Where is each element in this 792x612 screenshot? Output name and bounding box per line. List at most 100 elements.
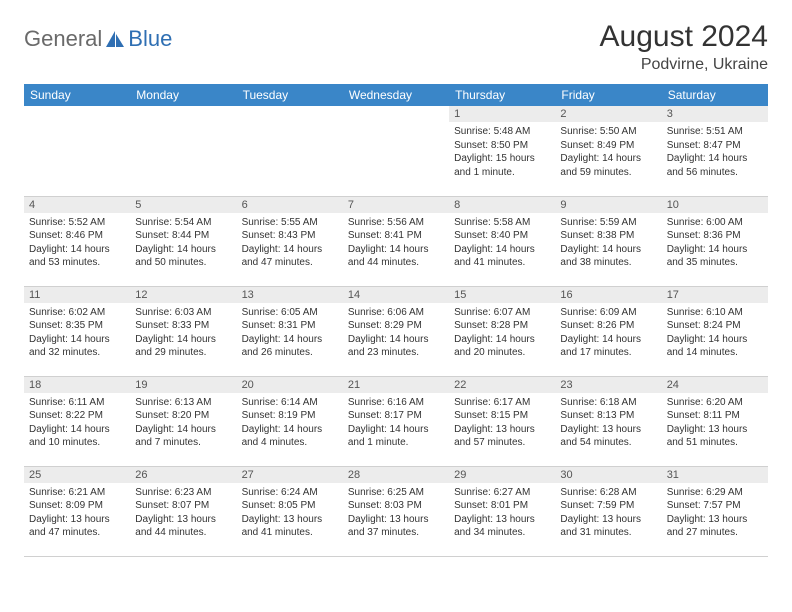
day-info: Sunrise: 6:24 AMSunset: 8:05 PMDaylight:… xyxy=(237,483,343,544)
day-number: 2 xyxy=(555,106,661,122)
page-title: August 2024 xyxy=(600,20,768,54)
day-info: Sunrise: 5:54 AMSunset: 8:44 PMDaylight:… xyxy=(130,213,236,274)
day-info: Sunrise: 5:56 AMSunset: 8:41 PMDaylight:… xyxy=(343,213,449,274)
calendar-cell: 7Sunrise: 5:56 AMSunset: 8:41 PMDaylight… xyxy=(343,196,449,286)
day-number: 10 xyxy=(662,197,768,213)
calendar-cell: 6Sunrise: 5:55 AMSunset: 8:43 PMDaylight… xyxy=(237,196,343,286)
day-info: Sunrise: 6:10 AMSunset: 8:24 PMDaylight:… xyxy=(662,303,768,364)
day-number: 22 xyxy=(449,377,555,393)
day-info: Sunrise: 6:14 AMSunset: 8:19 PMDaylight:… xyxy=(237,393,343,454)
brand-part1: General xyxy=(24,26,102,52)
day-number: 15 xyxy=(449,287,555,303)
day-info: Sunrise: 6:00 AMSunset: 8:36 PMDaylight:… xyxy=(662,213,768,274)
weekday-header: Thursday xyxy=(449,84,555,106)
day-number: 9 xyxy=(555,197,661,213)
day-number: 27 xyxy=(237,467,343,483)
calendar-week-row: 11Sunrise: 6:02 AMSunset: 8:35 PMDayligh… xyxy=(24,286,768,376)
calendar-cell: 2Sunrise: 5:50 AMSunset: 8:49 PMDaylight… xyxy=(555,106,661,196)
calendar-cell: 18Sunrise: 6:11 AMSunset: 8:22 PMDayligh… xyxy=(24,376,130,466)
day-number: 8 xyxy=(449,197,555,213)
day-info: Sunrise: 5:51 AMSunset: 8:47 PMDaylight:… xyxy=(662,122,768,183)
day-info: Sunrise: 6:20 AMSunset: 8:11 PMDaylight:… xyxy=(662,393,768,454)
weekday-header: Wednesday xyxy=(343,84,449,106)
calendar-week-row: 1Sunrise: 5:48 AMSunset: 8:50 PMDaylight… xyxy=(24,106,768,196)
calendar-cell: 24Sunrise: 6:20 AMSunset: 8:11 PMDayligh… xyxy=(662,376,768,466)
day-number: 12 xyxy=(130,287,236,303)
location: Podvirne, Ukraine xyxy=(600,56,768,74)
day-number: 25 xyxy=(24,467,130,483)
day-info: Sunrise: 6:05 AMSunset: 8:31 PMDaylight:… xyxy=(237,303,343,364)
day-number: 4 xyxy=(24,197,130,213)
weekday-header: Sunday xyxy=(24,84,130,106)
calendar-cell: 9Sunrise: 5:59 AMSunset: 8:38 PMDaylight… xyxy=(555,196,661,286)
day-number: 16 xyxy=(555,287,661,303)
calendar-cell: 3Sunrise: 5:51 AMSunset: 8:47 PMDaylight… xyxy=(662,106,768,196)
day-number: 24 xyxy=(662,377,768,393)
calendar-cell: 14Sunrise: 6:06 AMSunset: 8:29 PMDayligh… xyxy=(343,286,449,376)
day-number: 30 xyxy=(555,467,661,483)
header: General Blue August 2024 Podvirne, Ukrai… xyxy=(24,20,768,74)
weekday-header-row: SundayMondayTuesdayWednesdayThursdayFrid… xyxy=(24,84,768,106)
calendar-cell: 25Sunrise: 6:21 AMSunset: 8:09 PMDayligh… xyxy=(24,466,130,556)
calendar-cell: 5Sunrise: 5:54 AMSunset: 8:44 PMDaylight… xyxy=(130,196,236,286)
day-info: Sunrise: 5:50 AMSunset: 8:49 PMDaylight:… xyxy=(555,122,661,183)
brand-part2: Blue xyxy=(128,26,172,52)
day-info: Sunrise: 6:29 AMSunset: 7:57 PMDaylight:… xyxy=(662,483,768,544)
day-number: 14 xyxy=(343,287,449,303)
weekday-header: Saturday xyxy=(662,84,768,106)
day-info: Sunrise: 5:55 AMSunset: 8:43 PMDaylight:… xyxy=(237,213,343,274)
day-info: Sunrise: 6:28 AMSunset: 7:59 PMDaylight:… xyxy=(555,483,661,544)
calendar-cell: 8Sunrise: 5:58 AMSunset: 8:40 PMDaylight… xyxy=(449,196,555,286)
calendar-cell: 26Sunrise: 6:23 AMSunset: 8:07 PMDayligh… xyxy=(130,466,236,556)
day-info: Sunrise: 6:11 AMSunset: 8:22 PMDaylight:… xyxy=(24,393,130,454)
day-info: Sunrise: 6:16 AMSunset: 8:17 PMDaylight:… xyxy=(343,393,449,454)
weekday-header: Friday xyxy=(555,84,661,106)
day-number: 3 xyxy=(662,106,768,122)
calendar-cell: 21Sunrise: 6:16 AMSunset: 8:17 PMDayligh… xyxy=(343,376,449,466)
day-info: Sunrise: 6:25 AMSunset: 8:03 PMDaylight:… xyxy=(343,483,449,544)
calendar-table: SundayMondayTuesdayWednesdayThursdayFrid… xyxy=(24,84,768,557)
calendar-cell: 23Sunrise: 6:18 AMSunset: 8:13 PMDayligh… xyxy=(555,376,661,466)
calendar-cell xyxy=(130,106,236,196)
day-info: Sunrise: 6:17 AMSunset: 8:15 PMDaylight:… xyxy=(449,393,555,454)
day-number: 6 xyxy=(237,197,343,213)
brand-logo: General Blue xyxy=(24,26,172,52)
day-number: 1 xyxy=(449,106,555,122)
calendar-cell: 19Sunrise: 6:13 AMSunset: 8:20 PMDayligh… xyxy=(130,376,236,466)
calendar-cell: 13Sunrise: 6:05 AMSunset: 8:31 PMDayligh… xyxy=(237,286,343,376)
day-number: 18 xyxy=(24,377,130,393)
calendar-week-row: 25Sunrise: 6:21 AMSunset: 8:09 PMDayligh… xyxy=(24,466,768,556)
day-info: Sunrise: 5:59 AMSunset: 8:38 PMDaylight:… xyxy=(555,213,661,274)
calendar-cell: 29Sunrise: 6:27 AMSunset: 8:01 PMDayligh… xyxy=(449,466,555,556)
calendar-cell: 11Sunrise: 6:02 AMSunset: 8:35 PMDayligh… xyxy=(24,286,130,376)
calendar-cell: 27Sunrise: 6:24 AMSunset: 8:05 PMDayligh… xyxy=(237,466,343,556)
day-info: Sunrise: 5:58 AMSunset: 8:40 PMDaylight:… xyxy=(449,213,555,274)
day-info: Sunrise: 6:23 AMSunset: 8:07 PMDaylight:… xyxy=(130,483,236,544)
day-info: Sunrise: 6:18 AMSunset: 8:13 PMDaylight:… xyxy=(555,393,661,454)
calendar-cell: 4Sunrise: 5:52 AMSunset: 8:46 PMDaylight… xyxy=(24,196,130,286)
calendar-cell: 16Sunrise: 6:09 AMSunset: 8:26 PMDayligh… xyxy=(555,286,661,376)
day-info: Sunrise: 6:09 AMSunset: 8:26 PMDaylight:… xyxy=(555,303,661,364)
day-info: Sunrise: 6:27 AMSunset: 8:01 PMDaylight:… xyxy=(449,483,555,544)
day-info: Sunrise: 6:06 AMSunset: 8:29 PMDaylight:… xyxy=(343,303,449,364)
day-info: Sunrise: 5:48 AMSunset: 8:50 PMDaylight:… xyxy=(449,122,555,183)
day-number: 5 xyxy=(130,197,236,213)
calendar-week-row: 18Sunrise: 6:11 AMSunset: 8:22 PMDayligh… xyxy=(24,376,768,466)
weekday-header: Monday xyxy=(130,84,236,106)
brand-sail-icon xyxy=(104,29,126,49)
day-number: 7 xyxy=(343,197,449,213)
day-info: Sunrise: 5:52 AMSunset: 8:46 PMDaylight:… xyxy=(24,213,130,274)
day-number: 11 xyxy=(24,287,130,303)
day-number: 23 xyxy=(555,377,661,393)
calendar-cell: 20Sunrise: 6:14 AMSunset: 8:19 PMDayligh… xyxy=(237,376,343,466)
calendar-cell: 30Sunrise: 6:28 AMSunset: 7:59 PMDayligh… xyxy=(555,466,661,556)
day-number: 21 xyxy=(343,377,449,393)
calendar-cell: 15Sunrise: 6:07 AMSunset: 8:28 PMDayligh… xyxy=(449,286,555,376)
calendar-cell: 12Sunrise: 6:03 AMSunset: 8:33 PMDayligh… xyxy=(130,286,236,376)
calendar-cell: 31Sunrise: 6:29 AMSunset: 7:57 PMDayligh… xyxy=(662,466,768,556)
day-number: 17 xyxy=(662,287,768,303)
weekday-header: Tuesday xyxy=(237,84,343,106)
day-info: Sunrise: 6:07 AMSunset: 8:28 PMDaylight:… xyxy=(449,303,555,364)
day-number: 31 xyxy=(662,467,768,483)
calendar-cell: 28Sunrise: 6:25 AMSunset: 8:03 PMDayligh… xyxy=(343,466,449,556)
